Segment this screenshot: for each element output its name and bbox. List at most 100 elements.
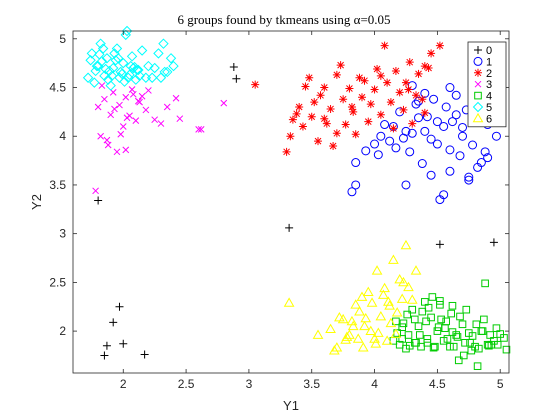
data-point	[347, 320, 359, 331]
data-point	[357, 93, 366, 102]
data-point	[439, 121, 449, 131]
data-point	[158, 38, 169, 49]
data-point	[116, 68, 128, 80]
data-point	[394, 273, 406, 284]
data-point	[405, 58, 414, 67]
data-point	[428, 293, 437, 301]
data-point	[447, 117, 457, 127]
data-point	[476, 158, 486, 168]
data-point	[307, 112, 316, 121]
data-point	[391, 143, 401, 153]
data-point	[381, 335, 393, 345]
data-point	[391, 307, 403, 317]
data-point	[461, 338, 469, 347]
x-tick-label: 3.5	[303, 377, 320, 391]
data-point	[389, 124, 398, 133]
data-point	[361, 146, 371, 156]
data-point	[403, 310, 412, 319]
data-point	[383, 296, 394, 306]
data-point	[420, 108, 429, 117]
data-point	[138, 92, 146, 100]
y-tick-label: 3	[59, 227, 66, 241]
data-point	[408, 119, 417, 128]
data-point	[94, 103, 102, 111]
data-point	[366, 100, 375, 109]
data-point	[455, 151, 465, 161]
data-point	[94, 49, 105, 60]
data-point	[123, 114, 131, 122]
data-point	[101, 53, 113, 64]
data-point	[370, 338, 382, 348]
legend-marker	[474, 68, 482, 77]
data-point	[89, 77, 100, 88]
data-point	[95, 38, 106, 49]
data-point	[414, 113, 424, 123]
data-point	[414, 69, 423, 78]
data-point	[86, 48, 98, 59]
legend-marker	[474, 80, 482, 88]
data-point	[310, 98, 319, 107]
data-point	[404, 331, 413, 339]
data-point	[117, 130, 125, 138]
data-point	[102, 74, 114, 85]
legend-item-1: 1	[473, 56, 492, 68]
data-point	[426, 134, 436, 144]
data-point	[445, 145, 455, 155]
data-point	[462, 305, 471, 314]
data-point	[427, 313, 435, 322]
data-point	[344, 329, 355, 339]
data-point	[159, 66, 170, 78]
data-point	[100, 63, 111, 75]
data-point	[454, 356, 463, 365]
data-point	[373, 150, 383, 160]
legend-label: 5	[486, 102, 492, 114]
data-point	[320, 114, 329, 123]
data-point	[365, 325, 377, 335]
data-point	[326, 104, 335, 113]
legend-marker	[474, 91, 482, 100]
data-point	[429, 343, 438, 352]
legend-label: 3	[486, 79, 492, 91]
data-point	[449, 342, 458, 351]
legend-box	[467, 41, 507, 128]
x-axis-label: Y1	[283, 398, 299, 413]
data-point	[472, 320, 481, 329]
series-4	[389, 279, 511, 370]
y-tick-label: 3.5	[49, 178, 66, 192]
data-point	[119, 76, 130, 87]
data-point	[441, 102, 451, 112]
data-point	[459, 351, 468, 360]
data-point	[320, 83, 329, 92]
data-point	[436, 300, 444, 309]
data-point	[351, 180, 361, 190]
data-point	[401, 126, 411, 136]
data-point	[398, 276, 409, 287]
x-tick-label: 2	[120, 377, 127, 391]
data-point	[163, 103, 171, 111]
data-point	[100, 351, 109, 360]
data-point	[489, 238, 498, 247]
data-point	[107, 111, 115, 119]
data-point	[453, 333, 462, 341]
data-point	[451, 110, 461, 120]
legend-item-0: 0	[474, 45, 492, 57]
data-point	[197, 126, 205, 133]
data-point	[478, 327, 487, 335]
data-point	[111, 43, 123, 54]
x-tick-label: 3	[246, 377, 253, 391]
data-point	[113, 148, 121, 156]
data-point	[371, 265, 383, 275]
data-point	[292, 109, 301, 118]
data-point	[355, 73, 364, 82]
data-point	[165, 53, 177, 64]
data-point	[92, 187, 99, 195]
data-point	[106, 70, 118, 82]
data-point	[420, 126, 430, 136]
data-point	[424, 64, 433, 73]
data-point	[385, 317, 397, 328]
data-point	[458, 122, 468, 132]
data-point	[151, 116, 159, 124]
data-point	[395, 88, 404, 97]
data-point	[395, 340, 404, 349]
legend-item-3: 3	[474, 79, 492, 91]
